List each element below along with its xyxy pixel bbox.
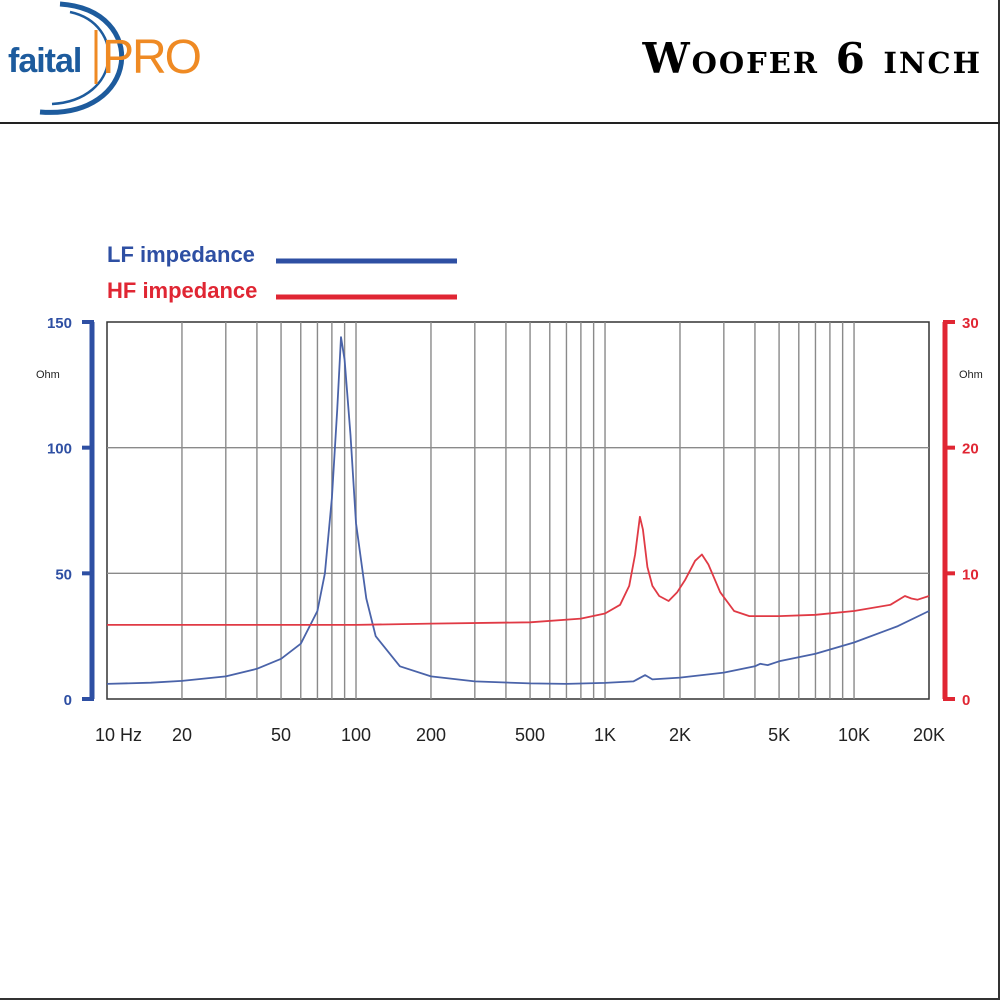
right-tick-label: 30 [962,315,979,332]
right-axis-unit: Ohm [959,369,983,381]
page-title: Woofer 6 inch [642,34,982,83]
header-divider [0,122,1000,124]
legend-label: HF impedance [107,278,257,303]
left-tick-label: 50 [55,566,72,583]
logo-swoosh-icon [39,1,125,115]
series-line-hf-impedance [107,515,930,626]
series-line-lf-impedance [106,336,930,685]
x-tick-label: 200 [416,725,446,745]
chart-series [106,336,930,685]
left-tick-label: 100 [47,441,72,458]
x-tick-label: 100 [341,725,371,745]
plot-area [106,321,930,700]
x-tick-label: 20K [913,725,945,745]
legend-label: LF impedance [107,242,255,267]
right-tick-label: 20 [962,441,979,458]
chart-axes [89,322,948,699]
logo-faital-text: faital [8,42,82,80]
x-tick-label: 10K [838,725,870,745]
chart-legend: LF impedance HF impedance [107,242,457,303]
left-tick-label: 0 [64,692,72,709]
chart-ticks: 0 50 100 150 0 10 20 30 Ohm Ohm 10 Hz 20 50 100 200 500… [36,315,983,745]
x-tick-label: 2K [669,725,691,745]
faitalpro-logo: faital PRO [0,0,202,120]
x-tick-label: 5K [768,725,790,745]
right-tick-label: 10 [962,566,979,583]
left-axis-unit: Ohm [36,369,60,381]
x-tick-label: 1K [594,725,616,745]
chart-grid [107,322,929,699]
logo-pro-text: PRO [102,31,202,84]
x-tick-label: 50 [271,725,291,745]
right-tick-label: 0 [962,692,970,709]
x-tick-label: 500 [515,725,545,745]
x-tick-label: 10 Hz [95,725,142,745]
x-tick-label: 20 [172,725,192,745]
left-tick-label: 150 [47,315,72,332]
